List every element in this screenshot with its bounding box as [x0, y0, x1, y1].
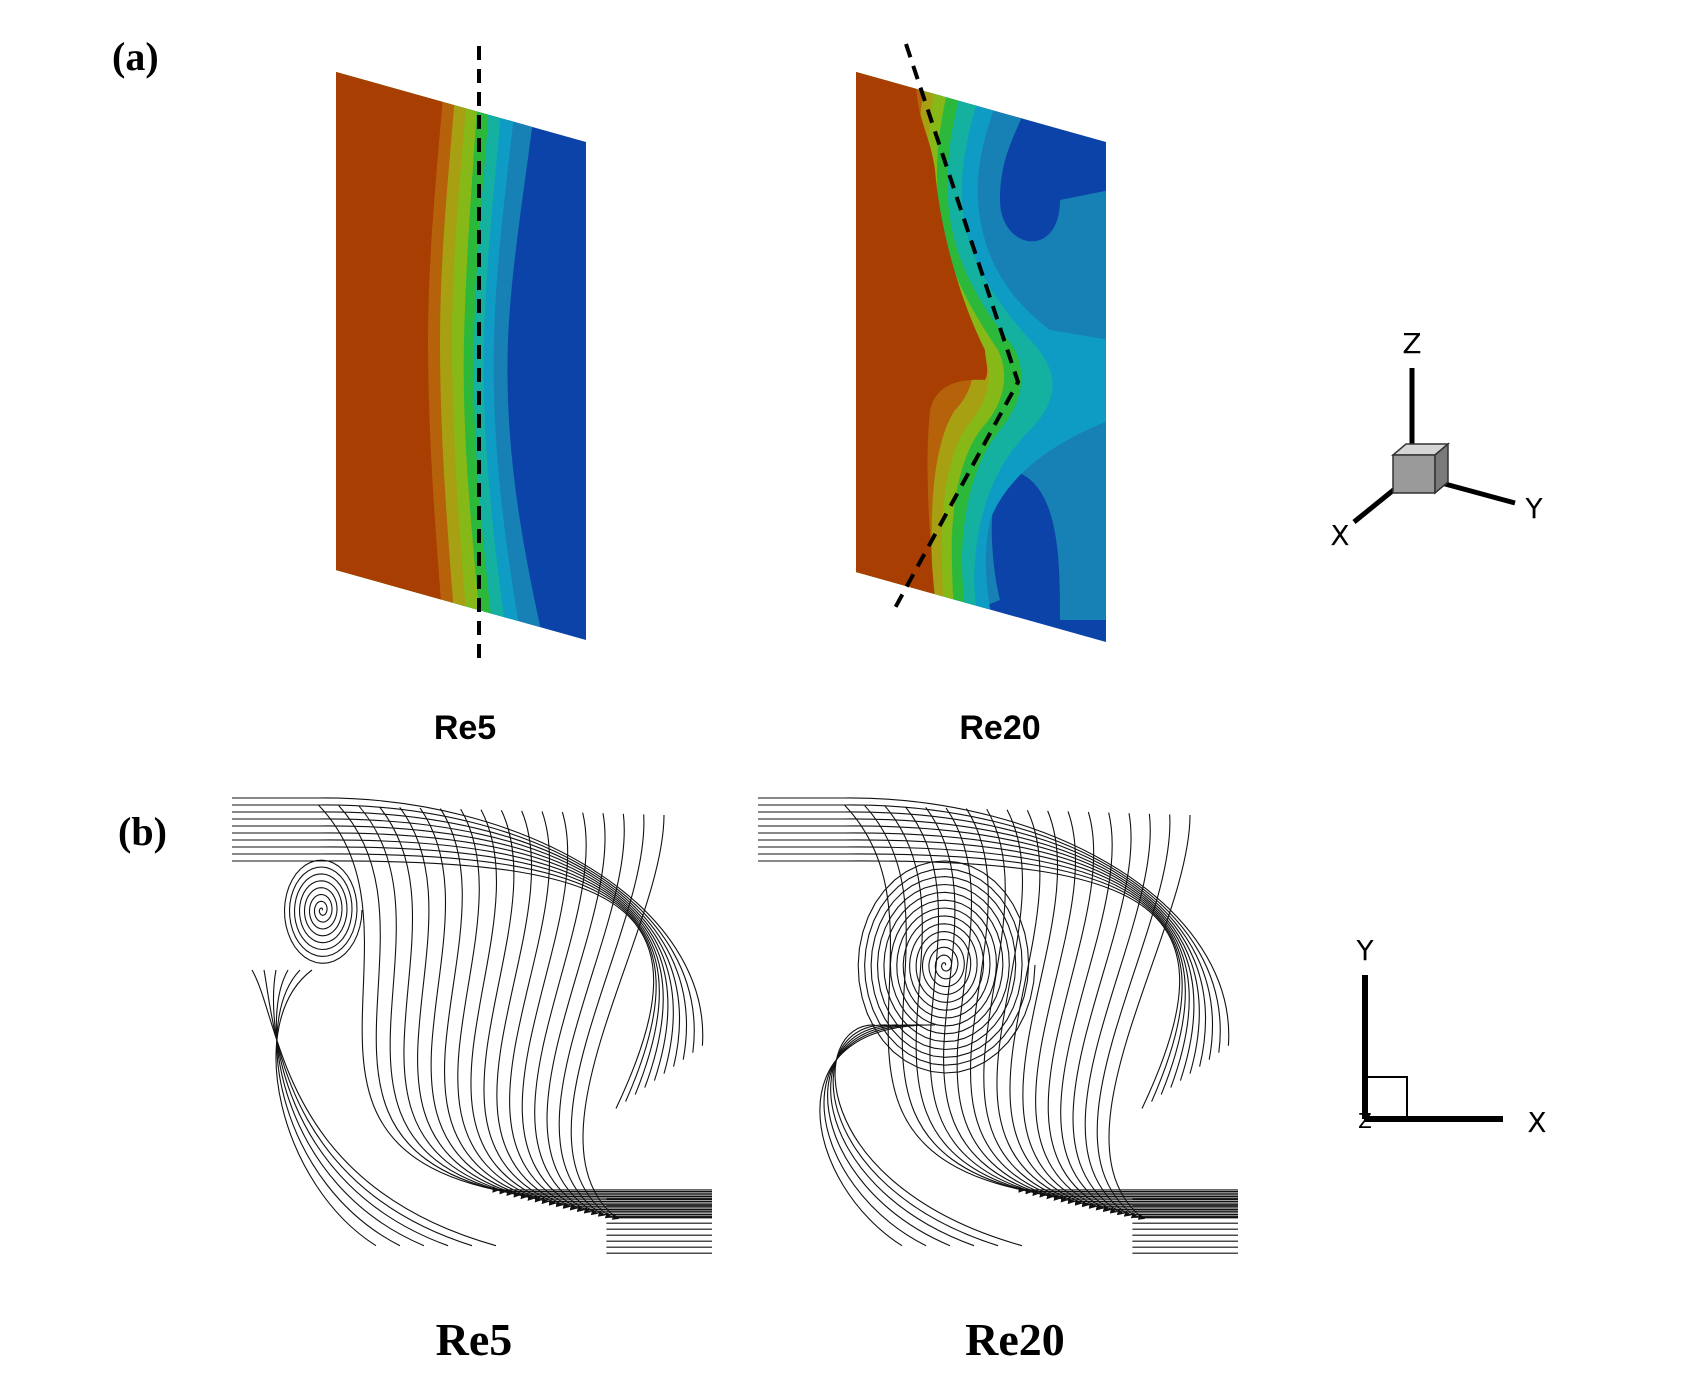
streamline-inflow [232, 818, 680, 1067]
streamline-loop [358, 805, 712, 1197]
streamline-left [251, 969, 497, 1247]
streamline-loop [884, 805, 1238, 1197]
contour-plot-re5 [336, 72, 586, 640]
axis-z-label-2d: Z [1358, 1109, 1372, 1133]
contour-plot-re20 [856, 72, 1106, 642]
streamline-loop [570, 814, 712, 1219]
streamline-inflow [232, 811, 688, 1060]
streamline-plot-re20 [758, 797, 1238, 1254]
streamline-loop [439, 808, 712, 1203]
caption-a-re20: Re20 [959, 709, 1040, 747]
streamline-inflow [758, 860, 1181, 1109]
streamline-left [830, 1024, 975, 1247]
axis-triad-3d: Z Y X [1330, 327, 1543, 552]
streamline-loop [419, 807, 712, 1201]
streamline-plot-re5 [232, 797, 712, 1254]
streamline-loop [904, 806, 1238, 1198]
streamline-inflow [758, 825, 1200, 1074]
streamline-inflow [758, 853, 1183, 1102]
streamline-loop [1047, 811, 1238, 1213]
axis-z-label-3d: Z [1402, 327, 1421, 360]
axis-x-label-2d: X [1527, 1106, 1546, 1139]
streamline-loop [509, 811, 712, 1211]
dashed-line-re20 [893, 43, 1021, 609]
vortex-core [857, 860, 1036, 1074]
streamline-inflow [232, 804, 695, 1053]
streamline-loop [399, 807, 712, 1200]
panel-a-label: (a) [112, 34, 159, 79]
streamline-loop [338, 805, 712, 1195]
streamline-inflow [758, 797, 1230, 1046]
axis-y-label-3d: Y [1524, 492, 1543, 525]
streamline-left [263, 969, 473, 1247]
streamline-loop [521, 811, 712, 1213]
streamline-left [827, 1024, 951, 1247]
streamline-inflow [232, 846, 660, 1095]
streamline-inflow [758, 804, 1221, 1053]
streamline-loop [483, 810, 712, 1208]
caption-b-re20: Re20 [965, 1314, 1065, 1365]
streamline-loop [546, 813, 712, 1216]
streamline-inflow [232, 860, 655, 1109]
streamline-loop [496, 810, 712, 1209]
streamline-inflow [758, 811, 1214, 1060]
vortex-core [283, 859, 363, 964]
streamline-inflow [758, 846, 1186, 1095]
streamline-loop [378, 806, 712, 1198]
streamline-loop [534, 812, 712, 1214]
streamline-loop [864, 805, 1238, 1195]
axis-triad-2d: Y X Z [1355, 934, 1546, 1139]
streamline-loop [1022, 810, 1238, 1209]
streamline-inflow [232, 797, 704, 1046]
streamline-loop [1096, 814, 1238, 1219]
streamline-loop [1060, 812, 1238, 1214]
streamline-loop [470, 809, 712, 1206]
streamline-left [273, 969, 449, 1247]
streamline-inflow [758, 839, 1190, 1088]
streamline-left [275, 969, 425, 1247]
streamline-left [834, 1024, 1023, 1247]
panel-b-label: (b) [118, 809, 167, 854]
streamline-loop [457, 808, 712, 1205]
streamline-loop [318, 804, 712, 1193]
streamline-loop [983, 808, 1238, 1205]
streamline-loop [1108, 814, 1238, 1220]
axis-x-label-3d: X [1330, 519, 1349, 552]
streamline-left [832, 1024, 999, 1247]
streamline-left [823, 1024, 927, 1247]
streamline-inflow [232, 853, 657, 1102]
caption-a-re5: Re5 [434, 709, 496, 747]
streamline-loop [1072, 813, 1238, 1216]
caption-b-re5: Re5 [436, 1314, 513, 1365]
cube-icon [1390, 442, 1451, 495]
streamline-loop [1084, 813, 1238, 1217]
streamline-loop [996, 809, 1238, 1206]
streamline-inflow [232, 825, 674, 1074]
streamline-loop [844, 804, 1238, 1193]
streamline-left [275, 969, 377, 1247]
streamline-loop [1009, 810, 1238, 1208]
streamline-loop [925, 807, 1238, 1200]
streamline-inflow [232, 839, 664, 1088]
streamline-loop [945, 807, 1238, 1201]
streamline-loop [1035, 811, 1238, 1211]
streamline-loop [965, 808, 1238, 1203]
streamline-loop [582, 814, 712, 1220]
streamline-loop [558, 813, 712, 1217]
axis-y-label-2d: Y [1355, 934, 1374, 967]
streamline-inflow [758, 818, 1206, 1067]
streamline-left [276, 969, 401, 1247]
